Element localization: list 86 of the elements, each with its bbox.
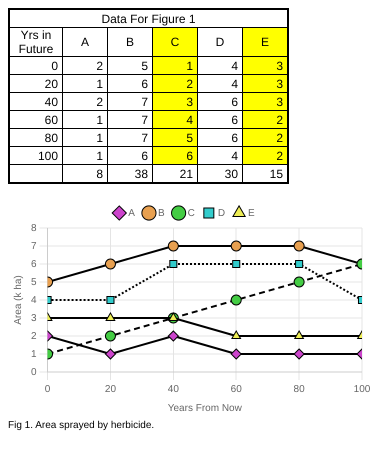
- x-tick-label: E: [242, 28, 288, 56]
- data-label: 8: [62, 164, 108, 183]
- y-tick-label: 80: [9, 128, 62, 146]
- data-label: 2: [242, 110, 288, 128]
- y-tick-label: 20: [9, 74, 62, 92]
- data-label: 3: [242, 74, 288, 92]
- legend-label: D: [218, 208, 226, 219]
- legend-label: E: [248, 208, 256, 219]
- x-axis-title: Years From Now: [168, 402, 243, 414]
- point: [168, 240, 179, 252]
- x-tick-label: 20: [104, 384, 116, 395]
- y-tick-label: 40: [9, 92, 62, 110]
- data-label: 4: [198, 56, 242, 74]
- data-label: 15: [242, 164, 288, 183]
- data-label: 6: [108, 146, 152, 164]
- x-tick-label: 60: [230, 384, 242, 395]
- data-label: 7: [108, 92, 152, 110]
- y-tick-label: 3: [31, 312, 37, 324]
- y-tick-label: 5: [31, 276, 37, 288]
- legend-label: B: [158, 208, 165, 219]
- data-label: 4: [152, 110, 198, 128]
- data-label: 3: [152, 92, 198, 110]
- y-tick-label: 60: [9, 110, 62, 128]
- y-axis-title: Yrs in Future: [9, 28, 62, 56]
- caption: Fig 1. Area sprayed by herbicide.: [8, 420, 156, 431]
- data-label: 1: [62, 74, 108, 92]
- x-tick-label: C: [152, 28, 198, 56]
- y-tick-label: 0: [9, 56, 62, 74]
- data-label: 21: [152, 164, 198, 183]
- data-label: 2: [62, 92, 108, 110]
- data-label: 2: [62, 56, 108, 74]
- point: [294, 330, 304, 339]
- data-label: 7: [108, 128, 152, 146]
- x-tick-label: B: [108, 28, 152, 56]
- data-label: 5: [152, 128, 198, 146]
- x-tick-label: 80: [294, 384, 306, 395]
- data-label: 38: [108, 164, 152, 183]
- y-tick-label: 8: [31, 222, 37, 234]
- point: [230, 348, 242, 360]
- legend-label: A: [128, 208, 136, 219]
- point: [230, 240, 242, 252]
- data-label: 6: [198, 128, 242, 146]
- data-label: 1: [62, 110, 108, 128]
- data-label: 4: [198, 74, 242, 92]
- point: [230, 294, 242, 306]
- data-label: 1: [62, 146, 108, 164]
- data-label: 3: [242, 92, 288, 110]
- point: [232, 260, 240, 268]
- data-label: 30: [198, 164, 242, 183]
- y-tick-label: 0: [31, 366, 37, 378]
- data-label: 2: [242, 146, 288, 164]
- x-tick-label: A: [62, 28, 108, 56]
- data-label: 6: [108, 74, 152, 92]
- data-label: 1: [62, 128, 108, 146]
- point: [231, 330, 242, 339]
- data-label: 1: [152, 56, 198, 74]
- chart-title: Data For Figure 1: [9, 9, 288, 28]
- data-label: 6: [152, 146, 198, 164]
- x-tick-label: 0: [44, 384, 51, 395]
- point: [168, 312, 178, 321]
- y-tick-label: 100: [9, 146, 62, 164]
- data-label: 5: [108, 56, 152, 74]
- x-tick-label: D: [198, 28, 242, 56]
- point: [169, 260, 178, 268]
- data-label: 6: [198, 92, 242, 110]
- y-axis-title: Area (k ha): [12, 275, 24, 325]
- point: [294, 240, 305, 252]
- data-label: 4: [198, 146, 242, 164]
- data-label: 2: [152, 74, 198, 92]
- point: [294, 276, 305, 288]
- y-tick-label: 6: [31, 258, 37, 270]
- data-label: 6: [198, 110, 242, 128]
- data-label: 7: [108, 110, 152, 128]
- x-tick-label: 100: [354, 384, 371, 395]
- data-label: 3: [242, 56, 288, 74]
- point: [295, 260, 304, 268]
- point: [168, 330, 179, 342]
- point: [106, 312, 116, 321]
- legend-label: C: [188, 208, 195, 219]
- data-label: 2: [242, 128, 288, 146]
- y-tick-label: 7: [31, 240, 37, 252]
- x-tick-label: 40: [168, 384, 180, 395]
- point: [294, 348, 305, 360]
- y-tick-label: 4: [31, 294, 37, 306]
- y-tick-label: 1: [31, 348, 37, 360]
- y-tick-label: 2: [31, 330, 37, 342]
